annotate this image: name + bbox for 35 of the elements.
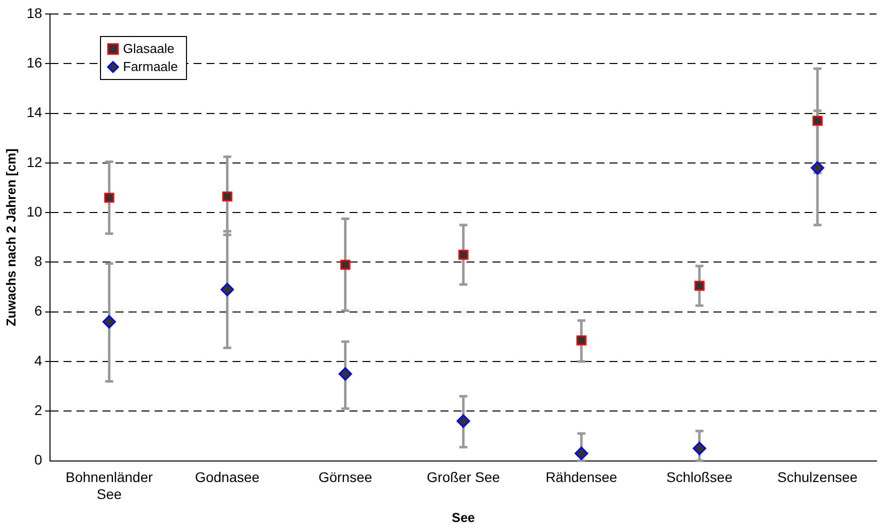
y-tick-label: 12 <box>26 154 42 170</box>
x-tick-label: Görnsee <box>318 469 372 486</box>
point <box>812 116 822 126</box>
y-tick-label: 16 <box>26 54 42 71</box>
y-tick-label: 14 <box>26 104 42 120</box>
x-tick-label: Schulzensee <box>777 469 858 486</box>
x-axis-title: See <box>452 510 475 525</box>
point <box>694 280 704 291</box>
y-axis-title: Zuwachs nach 2 Jahren [cm] <box>3 148 18 326</box>
y-tick-label: 8 <box>34 253 42 270</box>
legend-label: Glasaale <box>123 40 174 58</box>
y-tick-label: 6 <box>34 302 42 319</box>
point <box>576 335 586 346</box>
point <box>338 367 352 381</box>
x-tick-label: Bohnenländer See <box>66 469 154 502</box>
x-tick-label: Godnasee <box>194 469 260 486</box>
x-tick-label: Rähdensee <box>546 469 618 486</box>
y-tick-label: 2 <box>34 402 42 418</box>
x-tick-label: Schloßsee <box>666 469 733 486</box>
point <box>692 442 706 456</box>
point <box>220 282 234 296</box>
y-tick-label: 4 <box>34 352 42 368</box>
y-tick-label: 10 <box>26 203 42 220</box>
point <box>222 191 232 202</box>
point <box>104 192 114 203</box>
point <box>456 414 470 428</box>
point <box>574 446 588 460</box>
point <box>458 250 468 260</box>
point <box>102 315 116 329</box>
legend-label: Farmaale <box>123 58 178 76</box>
y-tick-label: 18 <box>26 4 42 21</box>
point <box>810 161 824 175</box>
y-tick-label: 0 <box>34 452 42 468</box>
point <box>340 260 350 270</box>
x-tick-label: Großer See <box>426 469 500 486</box>
